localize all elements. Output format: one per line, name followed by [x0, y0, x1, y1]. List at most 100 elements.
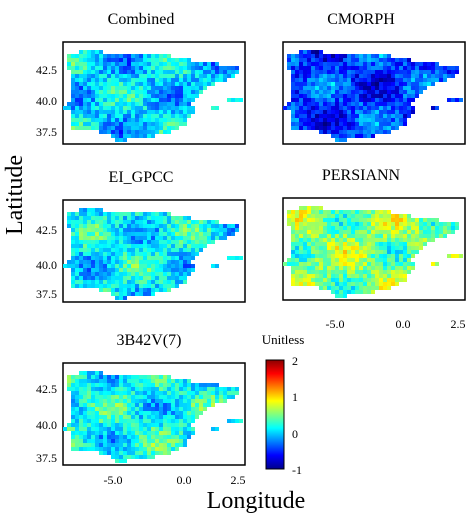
map-cell — [195, 411, 199, 415]
map-cell — [367, 78, 371, 82]
map-cell — [383, 246, 387, 250]
map-cell — [167, 248, 171, 252]
map-cell — [131, 126, 135, 130]
map-cell — [303, 78, 307, 82]
map-cell — [327, 226, 331, 230]
map-cell — [103, 102, 107, 106]
map-cell — [399, 230, 403, 234]
map-cell — [207, 387, 211, 391]
map-cell — [371, 126, 375, 130]
map-cell — [119, 379, 123, 383]
map-cell — [303, 114, 307, 118]
map-cell — [95, 118, 99, 122]
map-cell — [199, 70, 203, 74]
map-cell — [223, 70, 227, 74]
map-cell — [383, 82, 387, 86]
map-cell — [143, 407, 147, 411]
map-cell — [155, 102, 159, 106]
map-cell — [231, 224, 235, 228]
map-cell — [351, 254, 355, 258]
map-cell — [151, 423, 155, 427]
map-cell — [111, 236, 115, 240]
map-cell — [179, 118, 183, 122]
map-cell — [127, 130, 131, 134]
map-cell — [115, 423, 119, 427]
map-cell — [191, 431, 195, 435]
map-cell — [123, 126, 127, 130]
map-cell — [83, 228, 87, 232]
map-cell — [355, 246, 359, 250]
map-cell — [175, 280, 179, 284]
map-cell — [443, 234, 447, 238]
map-cell — [399, 102, 403, 106]
map-cell — [375, 122, 379, 126]
map-cell — [139, 82, 143, 86]
map-cell — [131, 110, 135, 114]
map-cell — [343, 126, 347, 130]
map-cell — [151, 455, 155, 459]
map-cell — [171, 102, 175, 106]
map-cell — [399, 278, 403, 282]
map-cell — [83, 407, 87, 411]
map-cell — [355, 70, 359, 74]
map-cell — [307, 242, 311, 246]
map-cell — [123, 455, 127, 459]
map-cell — [91, 252, 95, 256]
map-cell — [175, 244, 179, 248]
map-cell — [411, 262, 415, 266]
map-cell — [363, 246, 367, 250]
map-cell — [319, 226, 323, 230]
map-cell — [103, 118, 107, 122]
map-cell — [139, 114, 143, 118]
map-cell — [311, 82, 315, 86]
map-cell — [379, 258, 383, 262]
map-cell — [107, 375, 111, 379]
map-cell — [71, 78, 75, 82]
map-cell — [367, 118, 371, 122]
map-cell — [75, 403, 79, 407]
map-cell — [355, 134, 359, 138]
map-cell — [87, 122, 91, 126]
map-cell — [299, 70, 303, 74]
map-cell — [395, 218, 399, 222]
map-cell — [171, 110, 175, 114]
map-cell — [363, 82, 367, 86]
map-cell — [319, 230, 323, 234]
map-cell — [299, 274, 303, 278]
map-cell — [83, 399, 87, 403]
map-cell — [163, 110, 167, 114]
map-cell — [167, 212, 171, 216]
map-cell — [379, 266, 383, 270]
map-cell — [159, 375, 163, 379]
map-cell — [71, 280, 75, 284]
map-cell — [155, 387, 159, 391]
map-cell — [175, 122, 179, 126]
map-cell — [319, 270, 323, 274]
map-cell — [167, 379, 171, 383]
map-cell — [379, 78, 383, 82]
map-cell — [95, 252, 99, 256]
map-cell — [291, 242, 295, 246]
map-cell — [411, 78, 415, 82]
map-cell — [211, 264, 215, 268]
map-cell — [79, 98, 83, 102]
map-cell — [179, 90, 183, 94]
map-cell — [83, 252, 87, 256]
map-cell — [367, 122, 371, 126]
map-cell — [83, 443, 87, 447]
map-cell — [95, 256, 99, 260]
map-cell — [119, 224, 123, 228]
map-cell — [187, 240, 191, 244]
map-cell — [143, 411, 147, 415]
map-cell — [439, 230, 443, 234]
map-cell — [299, 278, 303, 282]
map-cell — [143, 126, 147, 130]
map-cell — [331, 126, 335, 130]
map-cell — [407, 218, 411, 222]
map-cell — [127, 102, 131, 106]
map-cell — [215, 62, 219, 66]
map-cell — [71, 58, 75, 62]
map-cell — [375, 258, 379, 262]
map-cell — [159, 447, 163, 451]
map-cell — [407, 238, 411, 242]
